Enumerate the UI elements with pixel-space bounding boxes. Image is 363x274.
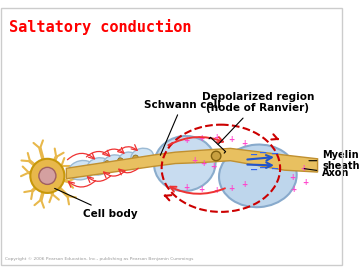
Circle shape [118,158,123,164]
Text: +: + [291,185,297,194]
Text: −: − [271,164,279,174]
Text: +: + [201,159,207,168]
Text: +: + [228,184,234,193]
Circle shape [30,159,65,193]
Text: Cell body: Cell body [55,189,138,219]
Text: +: + [241,139,248,148]
Ellipse shape [154,136,216,191]
Text: +: + [213,185,219,195]
Text: +: + [228,135,234,144]
Ellipse shape [219,145,297,207]
Text: −: − [250,165,258,175]
Text: +: + [198,134,204,143]
Text: Saltatory conduction: Saltatory conduction [9,19,192,35]
Circle shape [211,151,221,161]
Text: Depolarized region
(node of Ranvier): Depolarized region (node of Ranvier) [202,92,314,153]
Ellipse shape [68,161,95,180]
Polygon shape [66,149,318,179]
Text: −: − [260,148,268,158]
Text: −: − [271,149,279,159]
Circle shape [39,167,56,184]
Text: +: + [289,173,295,182]
Text: Schwann cell: Schwann cell [144,99,220,155]
Text: Myelin
sheath: Myelin sheath [309,150,360,172]
Text: +: + [184,183,190,192]
Text: Copyright © 2006 Pearson Education, Inc., publishing as Pearson Benjamin Cumming: Copyright © 2006 Pearson Education, Inc.… [5,257,193,261]
Text: −: − [260,163,268,173]
Circle shape [133,155,138,161]
Text: +: + [213,133,219,142]
Text: +: + [300,164,306,173]
Ellipse shape [131,148,154,165]
Text: +: + [210,162,216,171]
Text: +: + [184,136,190,145]
Ellipse shape [119,152,137,167]
Text: +: + [191,156,197,165]
Text: −: − [250,150,258,160]
Text: +: + [302,178,309,187]
Ellipse shape [87,158,110,175]
Text: +: + [198,185,204,194]
Circle shape [90,164,96,170]
Text: Axon: Axon [304,168,350,178]
Circle shape [104,161,110,166]
Text: +: + [241,180,248,189]
Ellipse shape [103,155,124,170]
